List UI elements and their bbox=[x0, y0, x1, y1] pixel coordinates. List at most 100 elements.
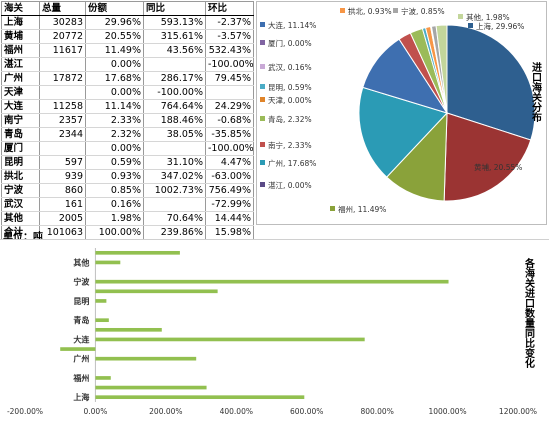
table-cell: 79.45% bbox=[205, 71, 254, 86]
table-header-cell: 总量 bbox=[39, 1, 86, 16]
table-header-cell: 份额 bbox=[85, 1, 144, 16]
table-row-label: 广州 bbox=[1, 71, 40, 86]
legend-swatch bbox=[260, 22, 265, 27]
table-row: 武汉 161 0.16% -72.99% bbox=[1, 197, 254, 212]
bar-拱北 bbox=[95, 289, 218, 294]
table-cell: 17872 bbox=[39, 71, 86, 86]
table-cell: 0.85% bbox=[85, 183, 144, 198]
pie-data-label: 大连, 11.14% bbox=[268, 20, 316, 30]
table-cell: 2.32% bbox=[85, 127, 144, 142]
pie-slice-广州 bbox=[358, 86, 448, 178]
category-label: 其他 bbox=[73, 257, 89, 267]
legend-swatch bbox=[330, 206, 335, 211]
table-cell: -100.00% bbox=[143, 85, 206, 100]
table-row-label: 黄埔 bbox=[1, 29, 40, 44]
table-cell: 0.00% bbox=[85, 141, 144, 156]
table-cell: 14.44% bbox=[205, 211, 254, 226]
table-cell bbox=[143, 57, 206, 72]
pie-data-label: 广州, 17.68% bbox=[268, 158, 316, 168]
pie-label-湛江: 湛江, 0.00% bbox=[260, 181, 312, 190]
table-body: 上海 30283 29.96% 593.13% -2.37% 黄埔 20772 20.55% 3… bbox=[1, 15, 254, 240]
pie-label-上海: 上海, 29.96% bbox=[468, 21, 524, 31]
table-cell: 17.68% bbox=[85, 71, 144, 86]
pie-slice-其他 bbox=[435, 24, 448, 114]
category-label: 宁波 bbox=[73, 277, 90, 287]
table-row-label: 昆明 bbox=[1, 155, 40, 170]
pie-chart-title: 进口海关分布 bbox=[530, 61, 542, 123]
table-cell: -100.00% bbox=[205, 57, 254, 72]
pie-data-label: 昆明, 0.59% bbox=[268, 83, 312, 92]
table-row-label: 厦门 bbox=[1, 141, 40, 156]
table-cell: 43.56% bbox=[143, 43, 206, 58]
table-cell: 2344 bbox=[39, 127, 86, 142]
pie-label-昆明: 昆明, 0.59% bbox=[260, 83, 312, 92]
table-row: 广州 17872 17.68% 286.17% 79.45% bbox=[1, 71, 254, 86]
pie-chart-panel: 拱北, 0.93% 宁波, 0.85% 其他, 1.98% 大连, 11.14% 上海,… bbox=[256, 1, 547, 225]
table-header-row: 海关 总量 份额 同比 环比 bbox=[1, 1, 254, 16]
legend-swatch bbox=[260, 160, 265, 165]
table-cell: 100.00% bbox=[85, 225, 144, 240]
table-cell: 2.33% bbox=[85, 113, 144, 128]
pie-data-label: 其他, 1.98% bbox=[466, 12, 510, 22]
x-tick-label: 0.00% bbox=[84, 407, 108, 416]
table-cell: 347.02% bbox=[143, 169, 206, 184]
table-cell: 2005 bbox=[39, 211, 86, 226]
table-row-label: 大连 bbox=[1, 99, 40, 114]
category-label: 上海 bbox=[73, 392, 89, 402]
pie-data-label: 厦门, 0.00% bbox=[268, 39, 312, 48]
table-cell: 70.64% bbox=[143, 211, 206, 226]
legend-swatch bbox=[260, 84, 265, 89]
table-row: 黄埔 20772 20.55% 315.61% -3.57% bbox=[1, 29, 254, 44]
pie-slice-福州 bbox=[386, 111, 448, 202]
table-cell: -0.68% bbox=[205, 113, 254, 128]
pie-data-label: 南宁, 2.33% bbox=[268, 140, 312, 150]
bar-chart-title: 各海关进口数量同比变化 bbox=[523, 257, 536, 369]
table-cell: 860 bbox=[39, 183, 86, 198]
pie-data-label: 福州, 11.49% bbox=[338, 205, 386, 214]
table-cell bbox=[205, 85, 254, 100]
pie-data-label: 青岛, 2.32% bbox=[268, 114, 312, 124]
table-header-cell: 环比 bbox=[205, 1, 254, 16]
pie-label-拱北: 拱北, 0.93% bbox=[340, 6, 392, 16]
category-label: 广州 bbox=[73, 354, 89, 364]
table-row: 上海 30283 29.96% 593.13% -2.37% bbox=[1, 15, 254, 30]
table-cell: 0.16% bbox=[85, 197, 144, 212]
x-tick-label: 1000.00% bbox=[428, 407, 466, 416]
table-cell: 239.86% bbox=[143, 225, 206, 240]
category-label: 青岛 bbox=[73, 315, 89, 325]
pie-label-厦门: 厦门, 0.00% bbox=[260, 39, 312, 48]
data-table: 海关 总量 份额 同比 环比 上海 30283 29.96% 593.13% -2.37% 黄埔 2… bbox=[1, 1, 254, 240]
table-cell: 756.49% bbox=[205, 183, 254, 198]
pie-slice-上海 bbox=[446, 24, 536, 141]
table-cell: 38.05% bbox=[143, 127, 206, 142]
table-cell: 15.98% bbox=[205, 225, 254, 240]
pie-label-其他: 其他, 1.98% bbox=[458, 12, 510, 22]
table-row: 拱北 939 0.93% 347.02% -63.00% bbox=[1, 169, 254, 184]
x-tick-label: 600.00% bbox=[290, 407, 323, 416]
table-cell: 0.00% bbox=[85, 85, 144, 100]
table-cell: -100.00% bbox=[205, 141, 254, 156]
legend-swatch bbox=[260, 64, 265, 69]
bar-宁波 bbox=[95, 279, 449, 284]
table-cell: 24.29% bbox=[205, 99, 254, 114]
bar-昆明 bbox=[95, 299, 107, 303]
table-cell bbox=[39, 141, 86, 156]
table-cell: 11.49% bbox=[85, 43, 144, 58]
category-label: 昆明 bbox=[73, 296, 89, 306]
table-cell bbox=[39, 85, 86, 100]
pie-data-label: 湛江, 0.00% bbox=[268, 181, 312, 190]
legend-swatch bbox=[260, 97, 265, 102]
table-cell: 11617 bbox=[39, 43, 86, 58]
table-row: 福州 11617 11.49% 43.56% 532.43% bbox=[1, 43, 254, 58]
bar-大连 bbox=[95, 337, 365, 342]
table-cell: 532.43% bbox=[205, 43, 254, 58]
legend-swatch bbox=[393, 8, 398, 13]
table-row: 南宁 2357 2.33% 188.46% -0.68% bbox=[1, 113, 254, 128]
table-header-cell: 海关 bbox=[1, 1, 40, 16]
pie-label-武汉: 武汉, 0.16% bbox=[260, 62, 312, 72]
bar-广州 bbox=[95, 356, 197, 361]
pie-label-福州: 福州, 11.49% bbox=[330, 205, 386, 214]
bar-南宁 bbox=[95, 327, 162, 332]
table-cell: 315.61% bbox=[143, 29, 206, 44]
table-row: 宁波 860 0.85% 1002.73% 756.49% bbox=[1, 183, 254, 198]
